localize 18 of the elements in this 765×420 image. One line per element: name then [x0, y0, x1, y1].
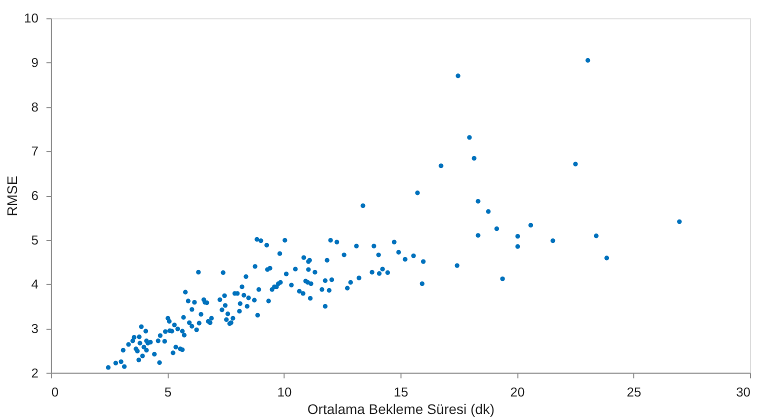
x-axis-title: Ortalama Bekleme Süresi (dk)	[307, 401, 495, 418]
y-tick-label: 3	[31, 320, 38, 336]
y-tick-label: 5	[31, 232, 38, 248]
y-tick-label: 2	[31, 365, 38, 380]
y-tick-label: 8	[31, 99, 38, 114]
x-tick-label: 30	[736, 384, 751, 400]
y-tick-label: 4	[31, 276, 38, 292]
y-tick-label: 7	[31, 144, 38, 159]
x-tick-label: 20	[510, 384, 525, 400]
x-tick-label: 0	[51, 384, 59, 400]
y-axis-title: RMSE	[4, 176, 20, 216]
x-tick-label: 15	[394, 384, 408, 400]
x-tick-label: 25	[626, 384, 642, 400]
y-tick-label: 9	[31, 55, 38, 70]
x-tick-label: 5	[164, 384, 172, 400]
y-tick-label: 6	[31, 188, 38, 204]
y-tick-label: 10	[24, 10, 38, 26]
x-tick-label: 10	[277, 384, 292, 400]
